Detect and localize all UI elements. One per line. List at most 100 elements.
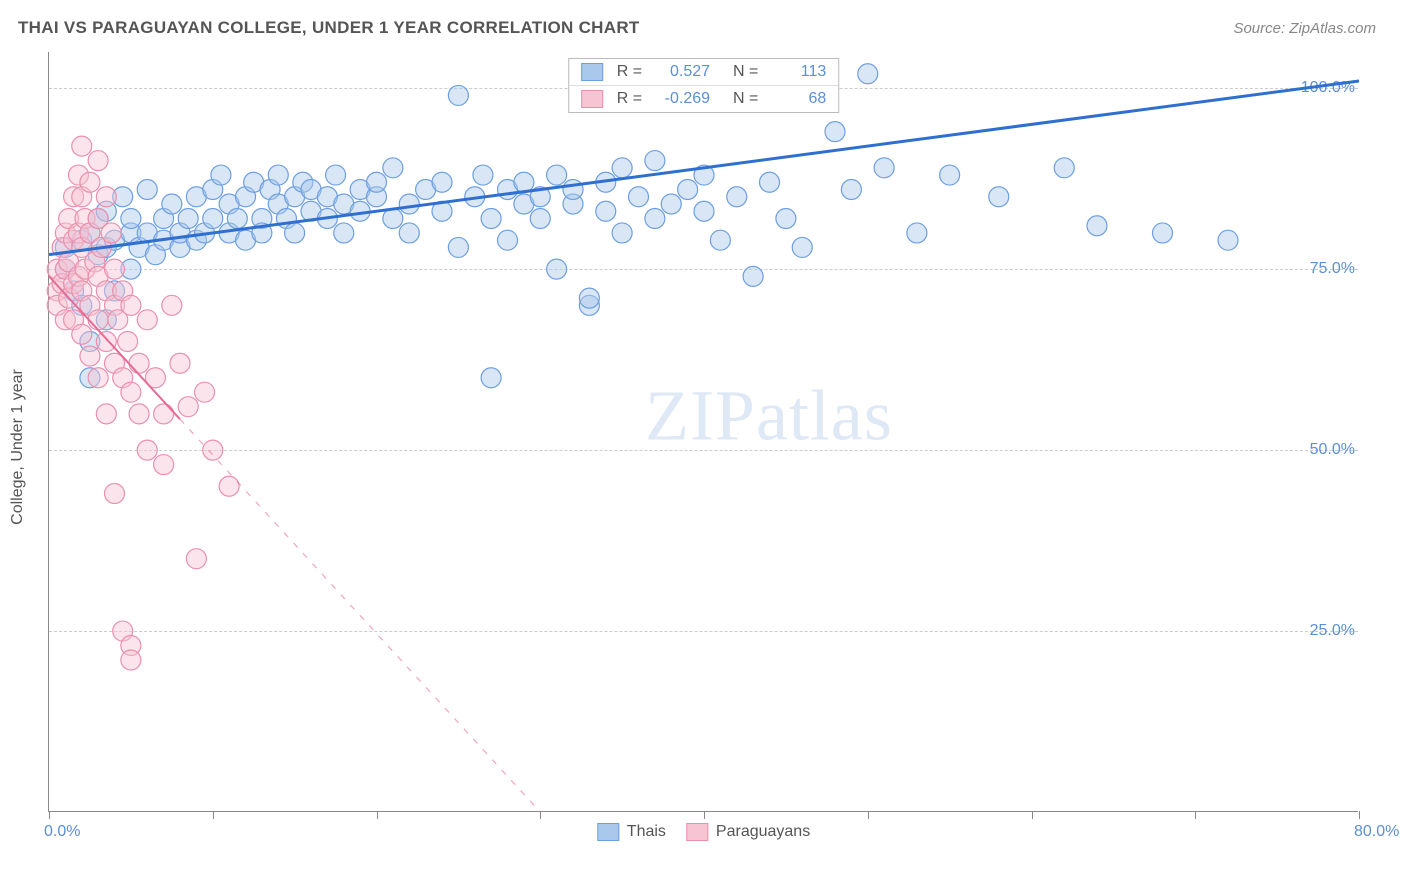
data-point (563, 180, 583, 200)
legend-item-paraguayans: Paraguayans (686, 823, 810, 841)
data-point (710, 230, 730, 250)
data-point (105, 259, 125, 279)
data-point (645, 208, 665, 228)
data-point (448, 237, 468, 257)
data-point (383, 158, 403, 178)
x-tick (540, 811, 541, 819)
source-attribution: Source: ZipAtlas.com (1233, 20, 1376, 37)
data-point (326, 165, 346, 185)
x-tick-label: 80.0% (1354, 823, 1399, 841)
data-point (203, 208, 223, 228)
data-point (137, 310, 157, 330)
data-point (129, 404, 149, 424)
data-point (211, 165, 231, 185)
data-point (792, 237, 812, 257)
data-point (727, 187, 747, 207)
data-point (776, 208, 796, 228)
data-point (186, 549, 206, 569)
y-axis-title: College, Under 1 year (9, 369, 27, 525)
data-point (743, 266, 763, 286)
data-point (841, 180, 861, 200)
n-value-paraguayans: 68 (766, 90, 826, 108)
legend-row-thais: R = 0.527 N = 113 (569, 59, 839, 86)
data-point (268, 165, 288, 185)
chart-container: College, Under 1 year ZIPatlas R = 0.527… (48, 52, 1388, 842)
data-point (596, 201, 616, 221)
data-point (612, 158, 632, 178)
r-label: R = (617, 63, 642, 81)
data-point (399, 194, 419, 214)
swatch-thais-icon (597, 823, 619, 841)
x-tick (1032, 811, 1033, 819)
data-point (989, 187, 1009, 207)
n-label: N = (724, 90, 758, 108)
data-point (547, 259, 567, 279)
data-point (195, 382, 215, 402)
data-point (121, 295, 141, 315)
data-point (481, 368, 501, 388)
legend-row-paraguayans: R = -0.269 N = 68 (569, 86, 839, 112)
plot-area: ZIPatlas R = 0.527 N = 113 R = -0.269 N … (48, 52, 1358, 812)
data-point (1054, 158, 1074, 178)
data-point (154, 455, 174, 475)
data-point (178, 208, 198, 228)
data-point (96, 404, 116, 424)
data-point (72, 136, 92, 156)
data-point (579, 288, 599, 308)
data-point (1153, 223, 1173, 243)
x-tick (1359, 811, 1360, 819)
data-point (96, 332, 116, 352)
data-point (678, 180, 698, 200)
r-label: R = (617, 90, 642, 108)
swatch-paraguayans (581, 90, 603, 108)
x-tick-label: 0.0% (44, 823, 80, 841)
data-point (80, 172, 100, 192)
data-point (547, 165, 567, 185)
data-point (162, 295, 182, 315)
data-point (760, 172, 780, 192)
data-point (334, 223, 354, 243)
data-point (367, 172, 387, 192)
data-point (88, 368, 108, 388)
data-point (694, 201, 714, 221)
data-point (629, 187, 649, 207)
header-bar: THAI VS PARAGUAYAN COLLEGE, UNDER 1 YEAR… (0, 0, 1406, 48)
legend-label-thais: Thais (627, 823, 666, 841)
x-tick (1195, 811, 1196, 819)
data-point (907, 223, 927, 243)
swatch-thais (581, 63, 603, 81)
scatter-svg (49, 52, 1358, 811)
data-point (874, 158, 894, 178)
data-point (473, 165, 493, 185)
data-point (137, 180, 157, 200)
data-point (661, 194, 681, 214)
data-point (285, 223, 305, 243)
data-point (101, 223, 121, 243)
n-label: N = (724, 63, 758, 81)
data-point (137, 440, 157, 460)
data-point (1218, 230, 1238, 250)
data-point (80, 346, 100, 366)
r-value-thais: 0.527 (650, 63, 710, 81)
data-point (825, 122, 845, 142)
data-point (481, 208, 501, 228)
x-tick (868, 811, 869, 819)
data-point (121, 208, 141, 228)
data-point (96, 187, 116, 207)
n-value-thais: 113 (766, 63, 826, 81)
r-value-paraguayans: -0.269 (650, 90, 710, 108)
legend-item-thais: Thais (597, 823, 666, 841)
chart-title: THAI VS PARAGUAYAN COLLEGE, UNDER 1 YEAR… (18, 18, 640, 38)
data-point (154, 404, 174, 424)
data-point (121, 382, 141, 402)
data-point (1087, 216, 1107, 236)
data-point (88, 310, 108, 330)
data-point (88, 151, 108, 171)
correlation-legend: R = 0.527 N = 113 R = -0.269 N = 68 (568, 58, 840, 113)
x-tick (49, 811, 50, 819)
x-tick (377, 811, 378, 819)
data-point (399, 223, 419, 243)
data-point (203, 440, 223, 460)
data-point (129, 353, 149, 373)
data-point (940, 165, 960, 185)
